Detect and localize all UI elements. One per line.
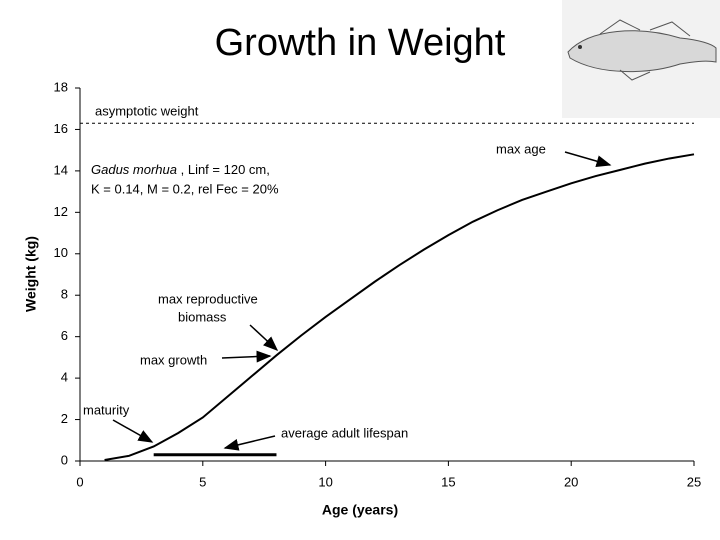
y-tick-label: 2 — [61, 411, 68, 426]
chart-title: Growth in Weight — [215, 22, 506, 64]
annotation: maturity — [83, 402, 130, 417]
annotation-arrow — [223, 435, 276, 451]
annotation: max age — [496, 141, 546, 156]
x-tick-label: 0 — [76, 474, 83, 489]
y-tick-label: 14 — [54, 162, 68, 177]
annotation-arrow — [564, 151, 612, 168]
y-tick-label: 4 — [61, 370, 68, 385]
y-tick-label: 10 — [54, 245, 68, 260]
species-name: Gadus morhua — [91, 162, 177, 177]
annotation-arrow — [112, 419, 154, 443]
y-tick-label: 0 — [61, 452, 68, 467]
x-tick-label: 25 — [687, 474, 701, 489]
annotation: max reproductive — [158, 291, 258, 306]
x-tick-label: 10 — [318, 474, 332, 489]
y-tick-label: 12 — [54, 204, 68, 219]
x-tick-label: 5 — [199, 474, 206, 489]
asymptote-label: asymptotic weight — [95, 103, 199, 118]
fish-illustration — [562, 0, 720, 118]
species-params: , Linf = 120 cm, — [177, 162, 270, 177]
species-params: K = 0.14, M = 0.2, rel Fec = 20% — [91, 181, 279, 196]
growth-curve — [104, 153, 695, 461]
annotation-arrow — [221, 350, 272, 363]
species-note: Gadus morhua , Linf = 120 cm, — [91, 162, 270, 177]
y-tick-label: 6 — [61, 328, 68, 343]
y-tick-label: 8 — [61, 287, 68, 302]
x-axis-label: Age (years) — [322, 502, 398, 518]
annotation-arrow — [249, 324, 279, 352]
x-tick-label: 20 — [564, 474, 578, 489]
lifespan-label: average adult lifespan — [281, 425, 408, 440]
annotation: biomass — [178, 309, 227, 324]
annotation: max growth — [140, 352, 207, 367]
x-tick-label: 15 — [441, 474, 455, 489]
y-axis-label: Weight (kg) — [23, 236, 39, 312]
y-tick-label: 18 — [54, 79, 68, 94]
y-tick-label: 16 — [54, 121, 68, 136]
